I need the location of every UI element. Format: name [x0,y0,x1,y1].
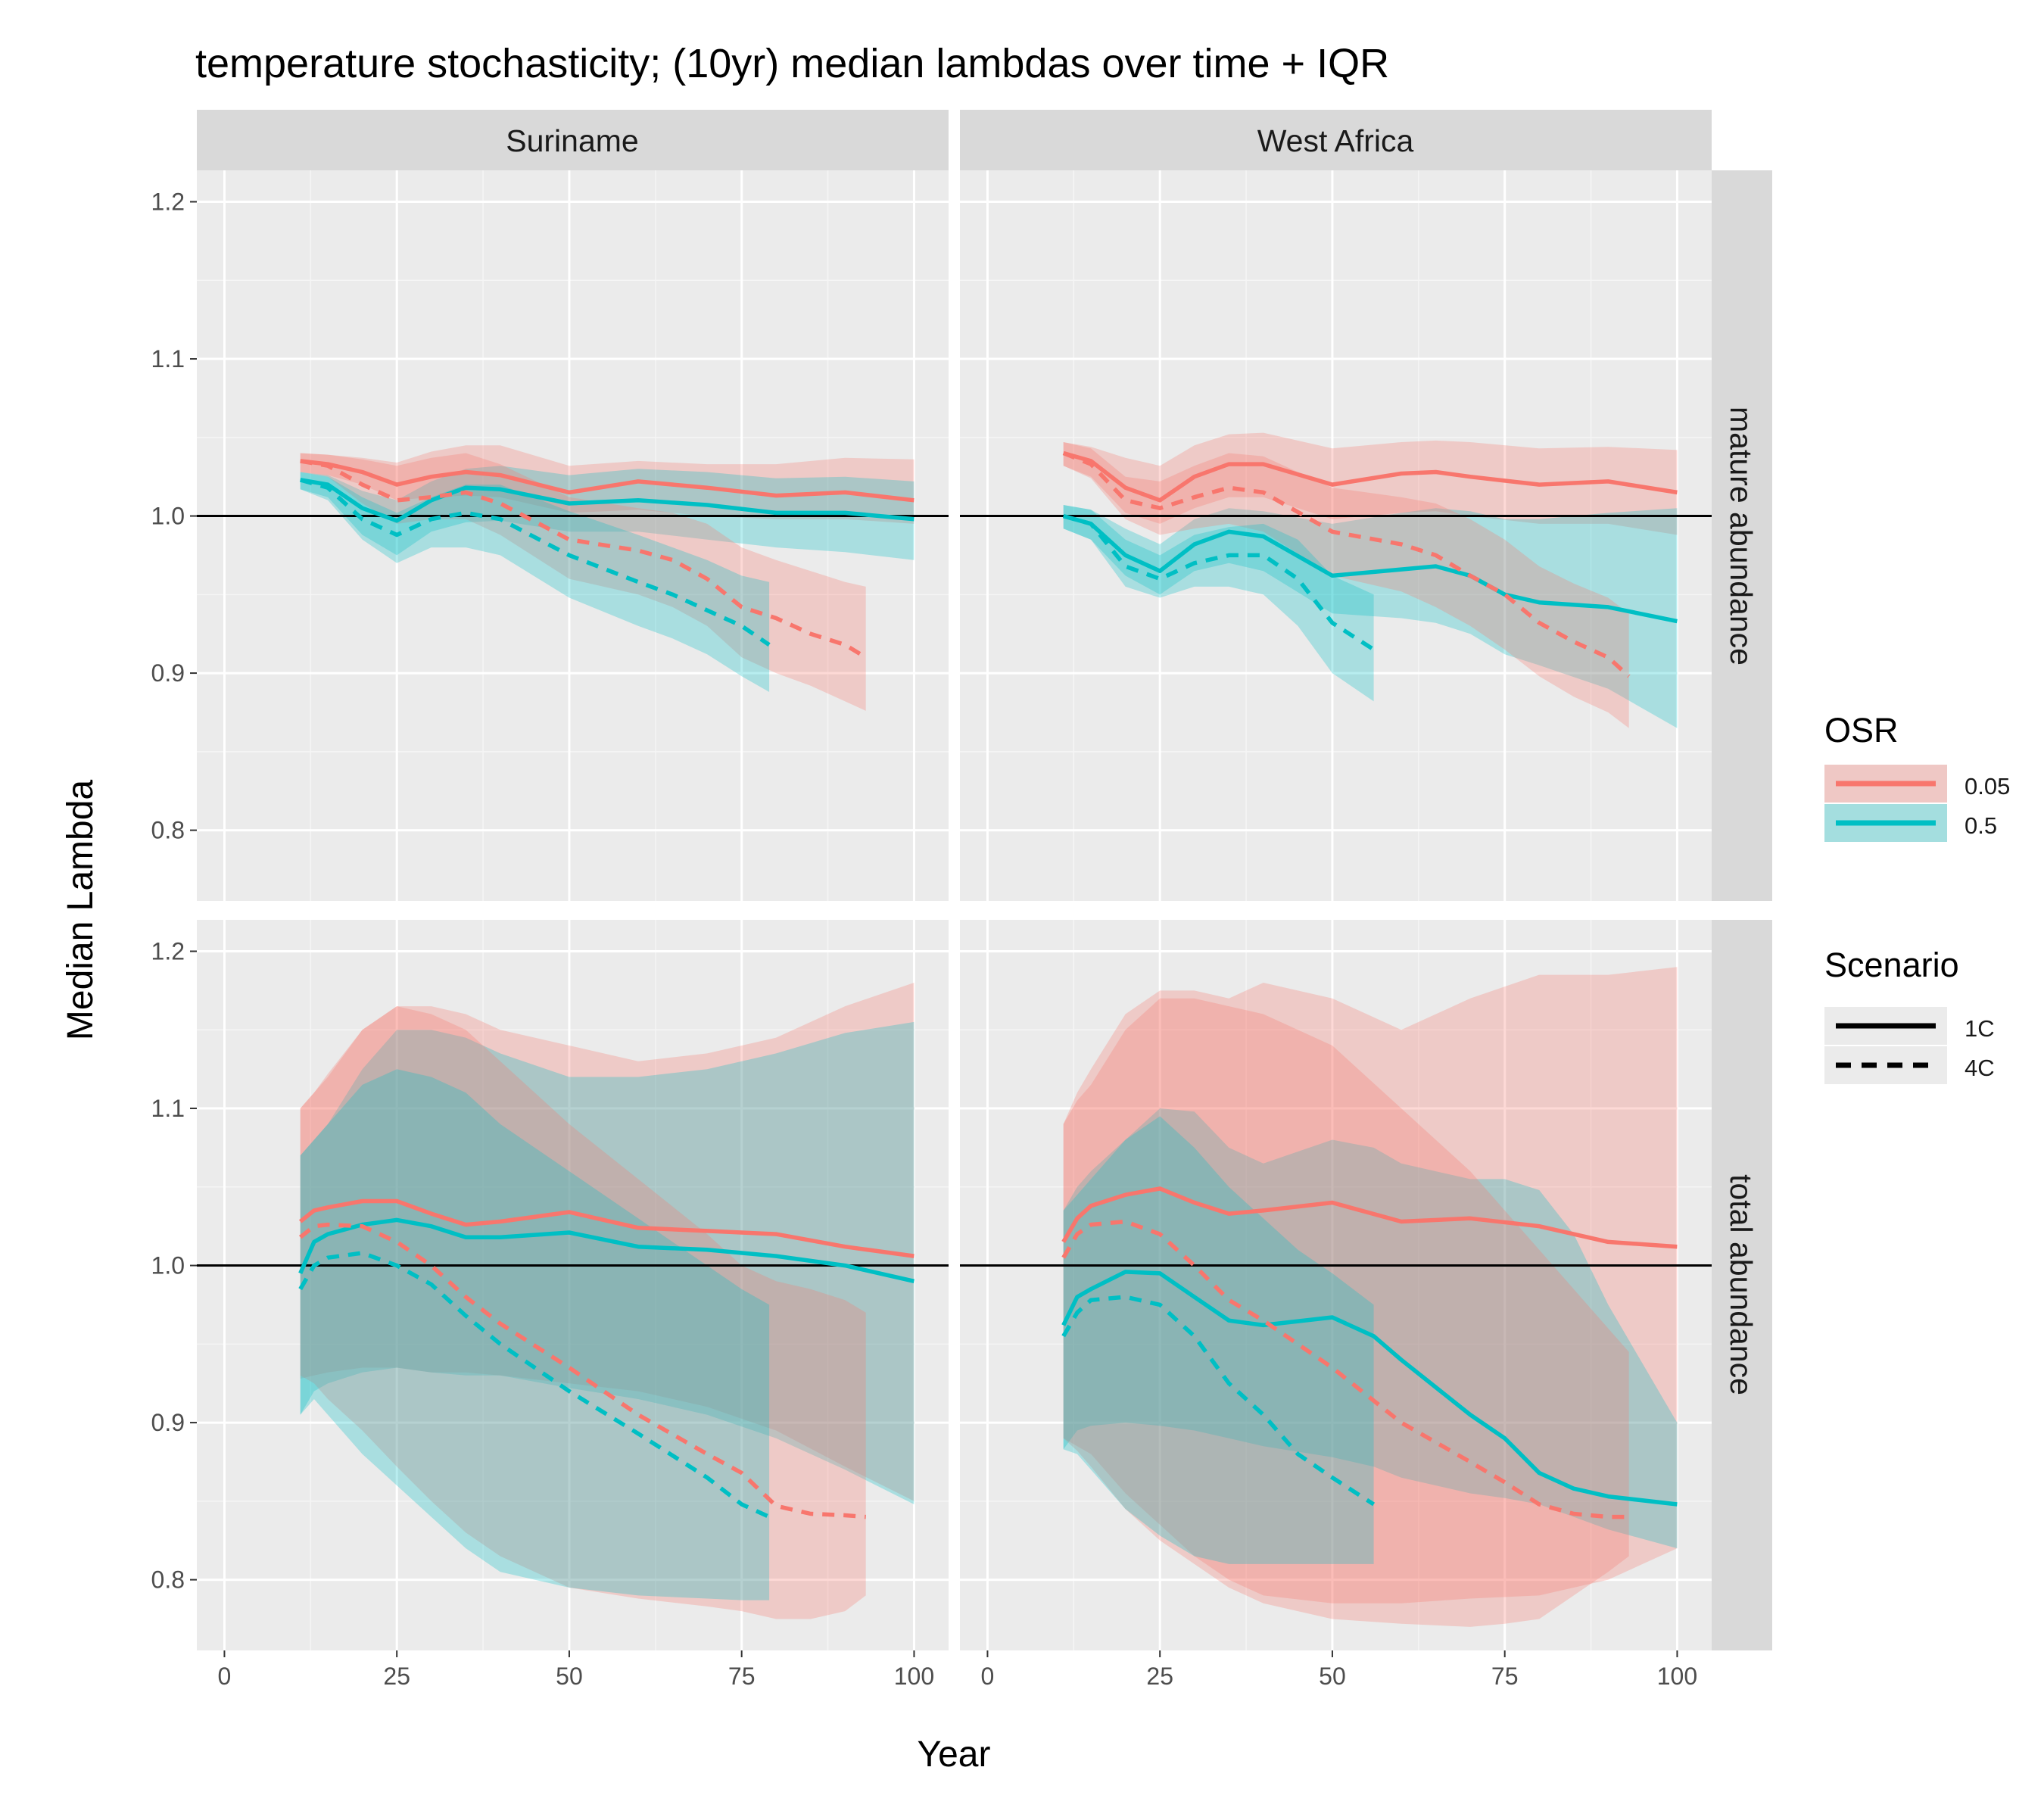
y-axis-label: Median Lambda [61,780,101,1041]
x-tick-label: 25 [383,1663,410,1690]
strip-bg-col-1 [197,110,949,170]
median-line-osr-05-1C [1061,1270,1678,1507]
x-tick-label: 0 [981,1663,995,1690]
panel-background [197,170,949,901]
strip-label-row-1: mature abundance [1724,407,1759,665]
median-line-osr-05-4C [1062,513,1376,652]
y-tick-label: 1.2 [151,938,185,965]
x-tick-label: 100 [1657,1663,1697,1690]
panel-background [197,920,949,1650]
y-tick-label: 0.9 [151,1409,185,1436]
median-line-osr-005-4C [300,459,868,659]
x-tick-label: 50 [556,1663,583,1690]
facet-panel [960,170,1712,901]
y-tick-label: 1.1 [151,345,185,372]
strip-label-row-2: total abundance [1724,1174,1759,1395]
median-line-osr-05-1C [298,1217,915,1283]
median-line-osr-005-1C [298,1198,915,1258]
x-tick-label: 25 [1146,1663,1173,1690]
iqr-ribbon-osr-005-4C [300,1006,866,1619]
y-tick-label: 0.8 [151,817,185,844]
facet-panels [197,170,1712,1650]
median-line-osr-005-1C [300,459,915,503]
facet-panel [197,920,949,1650]
legend-osr-label-2: 0.5 [1965,812,1997,839]
panel-background [960,920,1712,1650]
strip-bg-row-1 [1712,170,1772,901]
legend-osr-label-1: 0.05 [1965,773,2010,799]
median-line-osr-05-4C [298,1251,771,1519]
strip-bg-row-2 [1712,920,1772,1650]
median-line-osr-005-1C [1061,1186,1678,1249]
median-line-osr-005-4C [1061,1219,1629,1519]
median-line-osr-005-1C [1062,450,1678,503]
facet-panel [960,920,1712,1650]
iqr-ribbon-osr-005-4C [1063,442,1629,728]
strip-bg-col-2 [960,110,1712,170]
x-tick-label: 75 [728,1663,756,1690]
x-tick-label: 100 [894,1663,934,1690]
iqr-ribbon-osr-05-1C [1063,1108,1678,1549]
iqr-ribbon-osr-005-4C [300,453,866,711]
legend-scenario-label-1: 1C [1965,1015,1995,1042]
median-line-osr-005-4C [298,1222,866,1519]
median-line-osr-05-1C [300,478,915,523]
iqr-ribbon-osr-05-4C [300,1069,770,1600]
y-tick-label: 1.1 [151,1095,185,1122]
strip-label-col-2: West Africa [1257,123,1414,158]
strip-label-col-1: Suriname [506,123,638,158]
y-tick-label: 1.2 [151,189,185,216]
legend-osr: OSR 0.05 0.5 [1824,711,2010,842]
panel-background [960,170,1712,901]
x-tick-label: 0 [218,1663,232,1690]
y-tick-label: 1.0 [151,503,185,530]
x-tick-label: 75 [1491,1663,1519,1690]
y-tick-label: 0.8 [151,1566,185,1594]
legend-scenario-label-2: 4C [1965,1055,1995,1081]
iqr-ribbon-osr-05-1C [300,1021,915,1504]
legend-osr-title: OSR [1824,711,1899,750]
iqr-ribbon-osr-005-1C [1063,432,1678,535]
legend-scenario-title: Scenario [1824,946,1959,984]
facet-panel [197,170,949,901]
iqr-ribbon-osr-05-1C [1063,505,1678,728]
iqr-ribbon-osr-05-1C [300,466,915,560]
y-tick-label: 1.0 [151,1252,185,1279]
median-line-osr-05-4C [299,478,771,647]
axes: 0.8 0.9 1.0 1.1 1.2 0.8 0.9 1.0 1.1 1.2 0 25 50 75 100… [151,189,1698,1690]
chart-title: temperature stochasticity; (10yr) median… [195,41,1389,86]
y-tick-label: 0.9 [151,659,185,687]
x-axis-label: Year [918,1734,991,1775]
x-tick-label: 50 [1319,1663,1346,1690]
median-line-osr-05-1C [1062,513,1678,624]
legend-scenario: Scenario 1C 4C [1824,946,1995,1084]
iqr-ribbon-osr-005-1C [1063,967,1678,1604]
